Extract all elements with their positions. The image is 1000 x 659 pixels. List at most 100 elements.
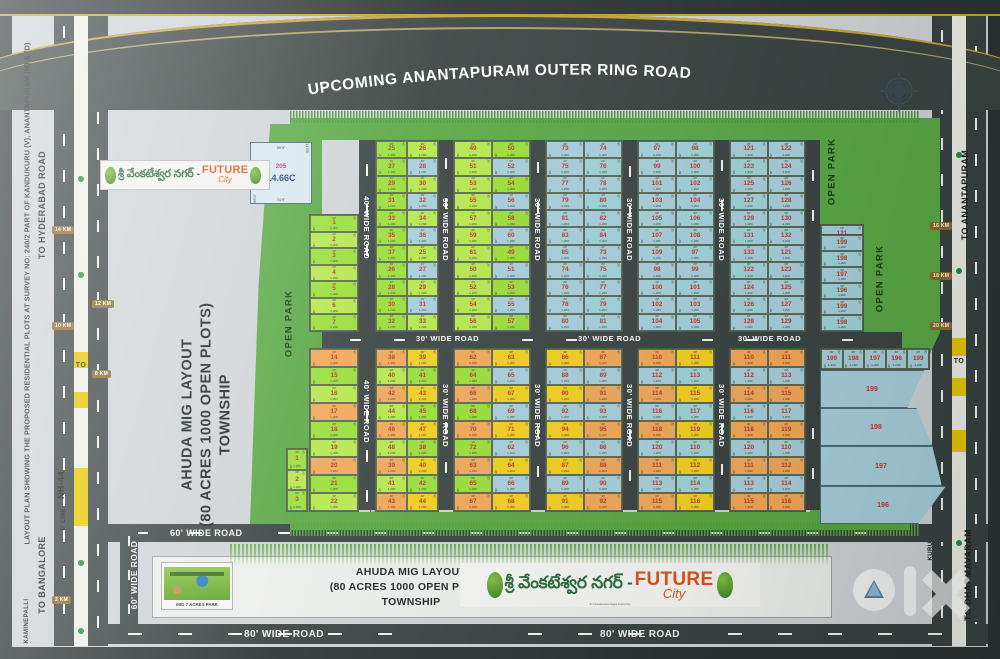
plot-cell[interactable]: 40' 30' 78 30' 1,200: [546, 296, 584, 314]
plot-cell[interactable]: 40' 30' 2 30' 1,200: [310, 231, 358, 249]
plot-cell[interactable]: 40' 30' 118 30' 1,200: [638, 421, 676, 439]
plot-cell[interactable]: 40' 30' 104 30' 1,200: [638, 313, 676, 331]
plot-cell[interactable]: 40' 30' 64 30' 1,200: [492, 457, 530, 475]
plot-cell[interactable]: 40' 30' 50 30' 1,200: [454, 261, 492, 280]
plot-cell[interactable]: 40' 30' 51 30' 1,200: [492, 261, 530, 280]
plot-cell[interactable]: 40' 30' 83 30' 1,200: [546, 227, 584, 245]
plot-cell[interactable]: 40' 30' 113 30' 1,200: [638, 475, 676, 493]
plot-cell[interactable]: 40' 30' 196 30' 1,200: [885, 349, 908, 369]
plot-cell[interactable]: 40' 30' 25 30' 1,200: [407, 244, 438, 262]
plot-cell[interactable]: 40' 30' 75 30' 1,200: [584, 261, 622, 280]
plot-cell[interactable]: 40' 30' 110 30' 1,200: [676, 439, 714, 457]
plot-cell[interactable]: 40' 30' 99 30' 1,200: [638, 158, 676, 176]
plot-cell[interactable]: 40' 30' 45 30' 1,200: [407, 403, 438, 421]
plot-cell[interactable]: 40' 30' 128 30' 1,200: [730, 313, 768, 331]
plot-cell[interactable]: 40' 30' 19 30' 1,200: [310, 439, 358, 457]
plot-cell[interactable]: 40' 30' 105 30' 1,200: [676, 313, 714, 331]
plot-cell[interactable]: 40' 30' 117 30' 1,200: [767, 403, 805, 421]
plot-cell[interactable]: 40' 30' 40 30' 1,200: [407, 457, 438, 475]
plot-cell[interactable]: 40' 30' 38 30' 1,200: [376, 349, 407, 367]
plot-cell[interactable]: 40' 30' 116 30' 1,200: [676, 493, 714, 511]
plot-cell[interactable]: 40' 30' 127 30' 1,200: [730, 192, 768, 211]
plot-cell[interactable]: 40' 30' 76 30' 1,200: [584, 158, 622, 176]
plot-cell[interactable]: 40' 30' 89 30' 1,200: [546, 475, 584, 493]
plot-cell[interactable]: 40' 30' 115 30' 1,200: [676, 385, 714, 403]
plot-cell[interactable]: 40' 30' 43 30' 1,200: [376, 493, 407, 511]
plot-cell[interactable]: 40' 30' 92 30' 1,200: [584, 493, 622, 511]
plot-cell[interactable]: 40' 30' 113 30' 1,200: [730, 475, 768, 493]
plot-cell[interactable]: 40' 30' 196 30' 1,200: [821, 283, 863, 299]
plot-cell[interactable]: 40' 30' 75 30' 1,200: [546, 158, 584, 176]
plot-cell[interactable]: 40' 30' 130 30' 1,200: [767, 210, 805, 228]
plot-cell[interactable]: 40' 30' 91 30' 1,200: [546, 493, 584, 511]
plot-cell[interactable]: 40' 30' 64 30' 1,200: [454, 367, 492, 385]
plot-cell[interactable]: 40' 30' 28 30' 1,200: [376, 279, 407, 297]
plot-cell[interactable]: 40' 30' 87 30' 1,200: [584, 349, 622, 367]
plot-cell[interactable]: 40' 30' 39 30' 1,200: [376, 457, 407, 475]
plot-cell[interactable]: 40' 30' 78 30' 1,200: [584, 175, 622, 193]
plot-cell[interactable]: 40' 30' 99 30' 1,200: [676, 261, 714, 280]
plot-cell[interactable]: 40' 30' 65 30' 1,200: [454, 475, 492, 493]
plot-cell[interactable]: 40' 30' 44 30' 1,200: [376, 403, 407, 421]
plot-cell[interactable]: 40' 30' 113 30' 1,200: [676, 367, 714, 385]
plot-cell[interactable]: 40' 30' 56 30' 1,200: [454, 313, 492, 331]
plot-cell[interactable]: 40' 30' 109 30' 1,200: [638, 244, 676, 262]
plot-cell[interactable]: 40' 30' 58 30' 1,200: [492, 210, 530, 228]
plot-cell[interactable]: 40' 30' 199 30' 1,200: [821, 235, 863, 251]
plot-cell[interactable]: 40' 30' 106 30' 1,200: [676, 210, 714, 228]
plot-cell[interactable]: 40' 30' 112 30' 1,200: [638, 367, 676, 385]
plot-cell[interactable]: 40' 30' 47 30' 1,200: [407, 421, 438, 439]
plot-cell[interactable]: 40' 30' 90 30' 1,200: [546, 385, 584, 403]
plot-cell[interactable]: 40' 30' 82 30' 1,200: [584, 210, 622, 228]
plot-cell[interactable]: 40' 30' 115 30' 1,200: [638, 493, 676, 511]
plot-cell[interactable]: 40' 30' 54 30' 1,200: [454, 296, 492, 314]
plot-cell[interactable]: 40' 30' 46 30' 1,200: [376, 421, 407, 439]
plot-cell[interactable]: 40' 30' 128 30' 1,200: [767, 192, 805, 211]
plot-cell[interactable]: 40' 30' 77 30' 1,200: [546, 175, 584, 193]
plot-cell[interactable]: 40' 30' 29 30' 1,200: [407, 279, 438, 297]
plot-cell[interactable]: 40' 30' 111 30' 1,200: [638, 457, 676, 475]
plot-cell[interactable]: 40' 30' 27 30' 1,200: [376, 158, 407, 176]
plot-cell[interactable]: 40' 30' 1 30' 1,200: [310, 215, 358, 232]
plot-cell[interactable]: 40' 30' 15 30' 1,200: [310, 367, 358, 385]
plot-cell[interactable]: 40' 30' 68 30' 1,200: [492, 493, 530, 511]
plot-cell[interactable]: 40' 30' 57 30' 1,200: [454, 210, 492, 228]
plot-cell[interactable]: 40' 30' 31 30' 1,200: [407, 296, 438, 314]
plot-cell[interactable]: 40' 30' 53 30' 1,200: [492, 279, 530, 297]
plot-cell[interactable]: 40' 30' 67 30' 1,200: [454, 493, 492, 511]
plot-cell[interactable]: 40' 30' 1 30' 1,200: [287, 449, 307, 470]
plot-cell[interactable]: 40' 30' 33 30' 1,200: [376, 210, 407, 228]
plot-cell[interactable]: 40' 30' 88 30' 1,200: [546, 367, 584, 385]
plot-cell[interactable]: 40' 30' 51 30' 1,200: [454, 158, 492, 176]
plot-cell[interactable]: 40' 30' 98 30' 1,200: [676, 141, 714, 159]
plot-cell[interactable]: 40' 30' 66 30' 1,200: [492, 475, 530, 493]
plot-cell[interactable]: 40' 30' 127 30' 1,200: [767, 296, 805, 314]
plot-cell[interactable]: 40' 30' 95 30' 1,200: [584, 421, 622, 439]
plot-cell[interactable]: 40' 30' 90 30' 1,200: [584, 475, 622, 493]
plot-cell[interactable]: 40' 30' 80 30' 1,200: [584, 192, 622, 211]
plot-cell[interactable]: 40' 30' 116 30' 1,200: [730, 403, 768, 421]
plot-cell[interactable]: 40' 30' 199 30' 1,200: [821, 349, 843, 369]
plot-cell[interactable]: 40' 30' 43 30' 1,200: [407, 385, 438, 403]
plot-cell[interactable]: 40' 30' 117 30' 1,200: [676, 403, 714, 421]
plot-cell[interactable]: 40' 30' 73 30' 1,200: [546, 141, 584, 159]
plot-cell[interactable]: 40' 30' 41 30' 1,200: [376, 475, 407, 493]
plot-cell[interactable]: 40' 30' 18 30' 1,200: [310, 421, 358, 439]
plot-cell[interactable]: 40' 30' 59 30' 1,200: [454, 227, 492, 245]
plot-cell[interactable]: 40' 30' 129 30' 1,200: [767, 313, 805, 331]
plot-cell[interactable]: 40' 30' 103 30' 1,200: [638, 192, 676, 211]
plot-cell[interactable]: 40' 30' 79 30' 1,200: [584, 296, 622, 314]
plot-cell[interactable]: 40' 30' 25 30' 1,200: [376, 141, 407, 159]
plot-cell[interactable]: 40' 30' 68 30' 1,200: [454, 403, 492, 421]
plot-cell[interactable]: 40' 30' 133 30' 1,200: [730, 244, 768, 262]
plot-cell[interactable]: 40' 30' 86 30' 1,200: [584, 439, 622, 457]
plot-cell[interactable]: 40' 30' 97 30' 1,200: [638, 141, 676, 159]
plot-cell[interactable]: 40' 30' 50 30' 1,200: [492, 141, 530, 159]
plot-cell[interactable]: 40' 30' 16 30' 1,200: [310, 385, 358, 403]
